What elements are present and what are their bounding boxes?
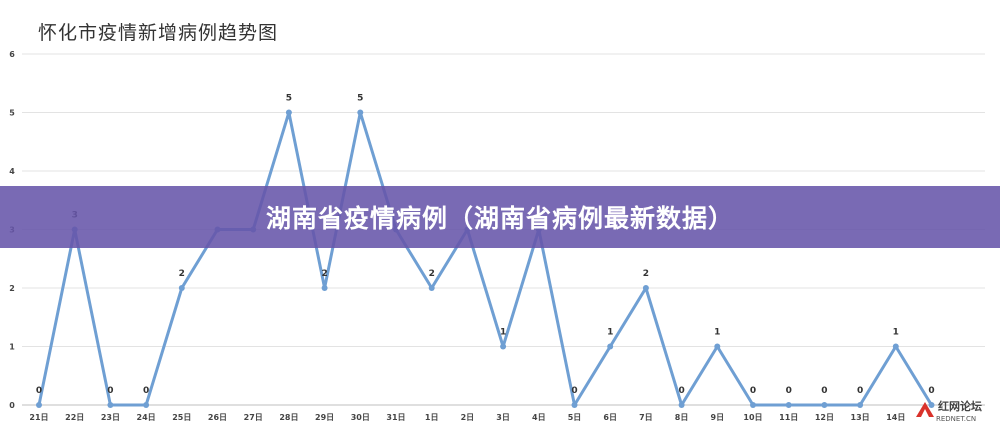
x-tick-label: 13日 — [851, 413, 870, 422]
watermark-logo: 红网论坛 REDNET.CN — [914, 397, 996, 429]
y-tick-label: 2 — [9, 284, 15, 293]
data-point — [321, 285, 328, 291]
series-line — [37, 111, 933, 407]
x-tick-label: 12日 — [815, 413, 834, 422]
x-tick-label: 7日 — [639, 413, 653, 422]
banner-text: 湖南省疫情病例（湖南省病例最新数据） — [265, 204, 734, 233]
data-point — [500, 343, 507, 350]
data-label: 0 — [107, 386, 113, 396]
data-point — [178, 285, 185, 291]
x-tick-label: 21日 — [29, 413, 48, 422]
data-point — [892, 343, 899, 350]
data-label: 2 — [429, 269, 435, 279]
watermark-name: 红网论坛 — [938, 400, 982, 413]
data-point — [357, 109, 364, 116]
y-tick-label: 4 — [9, 167, 15, 176]
data-label: 0 — [821, 386, 827, 396]
x-tick-label: 22日 — [65, 413, 84, 422]
y-tick-label: 6 — [9, 50, 15, 59]
x-tick-label: 31日 — [386, 413, 405, 422]
data-point — [714, 343, 721, 350]
data-label: 0 — [571, 386, 577, 396]
x-tick-label: 2日 — [461, 413, 475, 422]
data-label: 0 — [678, 386, 684, 396]
x-tick-label: 24日 — [137, 413, 156, 422]
data-label: 1 — [500, 328, 506, 338]
chart-title: 怀化市疫情新增病例趋势图 — [38, 22, 279, 44]
x-tick-label: 5日 — [568, 413, 582, 422]
x-tick-label: 1日 — [425, 413, 439, 422]
data-label: 5 — [286, 94, 292, 104]
y-tick-label: 1 — [9, 343, 15, 352]
data-point — [36, 402, 42, 408]
data-labels: 030025252101201000010 — [36, 94, 935, 397]
data-label: 0 — [36, 386, 42, 396]
y-tick-label: 5 — [9, 109, 15, 118]
x-tick-label: 25日 — [172, 413, 191, 422]
x-tick-label: 4日 — [532, 413, 546, 422]
x-tick-label: 29日 — [315, 413, 334, 422]
x-tick-label: 27日 — [244, 413, 263, 422]
data-point — [750, 402, 756, 408]
data-point — [428, 285, 435, 291]
x-tick-label: 9日 — [711, 413, 725, 422]
data-label: 0 — [786, 386, 792, 396]
data-point — [928, 402, 935, 408]
data-label: 0 — [750, 386, 756, 396]
data-label: 2 — [321, 269, 327, 279]
x-tick-label: 26日 — [208, 413, 227, 422]
y-tick-label: 0 — [9, 401, 15, 410]
x-tick-label: 3日 — [496, 413, 510, 422]
data-point — [821, 402, 828, 408]
data-point — [285, 109, 292, 116]
data-point — [571, 402, 578, 408]
data-point — [107, 402, 114, 408]
data-label: 5 — [357, 94, 363, 104]
x-tick-label: 30日 — [351, 413, 370, 422]
data-label: 2 — [179, 269, 185, 279]
data-point — [857, 402, 864, 408]
data-label: 1 — [893, 328, 899, 338]
data-point — [642, 285, 649, 291]
data-point — [143, 402, 150, 408]
data-label: 0 — [928, 386, 934, 396]
x-tick-label: 28日 — [279, 413, 298, 422]
data-points — [36, 109, 935, 408]
x-tick-label: 8日 — [675, 413, 689, 422]
headline-banner: 湖南省疫情病例（湖南省病例最新数据） — [0, 186, 1000, 248]
x-tick-label: 11日 — [779, 413, 798, 422]
x-tick-label: 23日 — [101, 413, 120, 422]
rednet-logo-icon — [916, 402, 934, 417]
data-point — [678, 402, 685, 408]
data-label: 1 — [607, 328, 613, 338]
data-label: 2 — [643, 269, 649, 279]
data-label: 0 — [143, 386, 149, 396]
data-label: 1 — [714, 328, 720, 338]
x-tick-label: 6日 — [603, 413, 617, 422]
data-point — [607, 343, 614, 350]
x-tick-label: 14日 — [886, 413, 905, 422]
watermark-site: REDNET.CN — [936, 415, 977, 423]
x-tick-label: 10日 — [743, 413, 762, 422]
data-point — [785, 402, 792, 408]
data-label: 0 — [857, 386, 863, 396]
x-axis-ticks: 21日 22日 23日 24日 25日 26日 27日 28日 29日 30日 31日 1日 2日 3日 4… — [29, 413, 905, 422]
